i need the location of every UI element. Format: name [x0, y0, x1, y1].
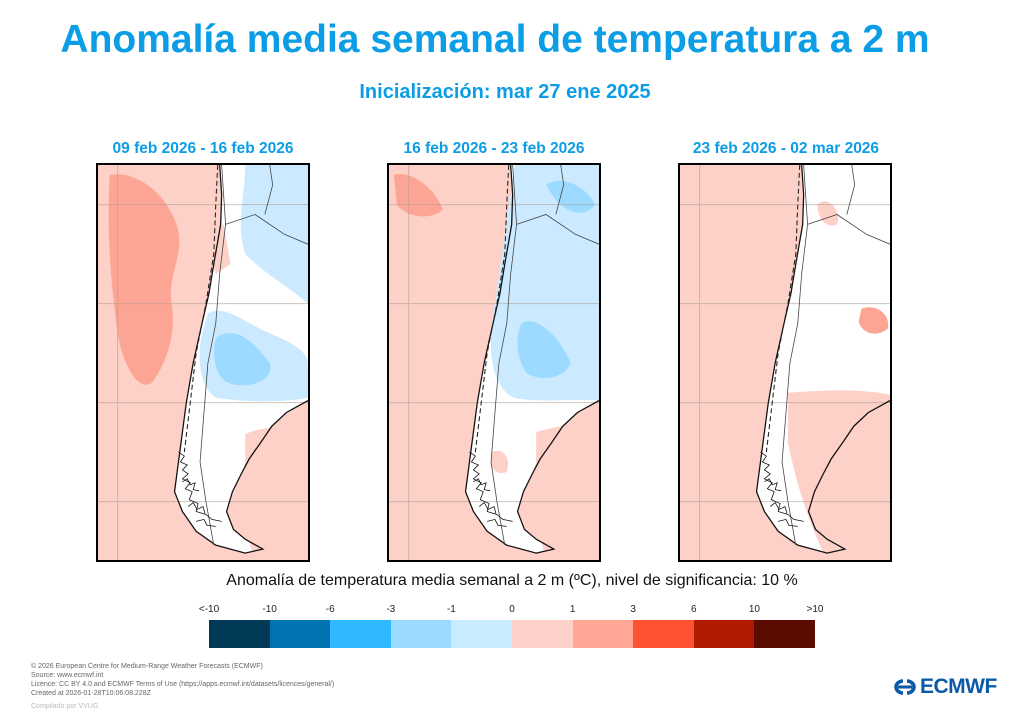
map-panel-1 — [96, 163, 310, 562]
ecmwf-logo-text: ECMWF — [920, 675, 997, 698]
colorbar-tick-label: 1 — [569, 604, 576, 615]
colorbar-tick-label: -1 — [446, 604, 456, 615]
colorbar-tick-label: >10 — [806, 604, 824, 615]
colorbar-tick-label: 10 — [748, 604, 760, 615]
panel-title-2: 16 feb 2026 - 23 feb 2026 — [403, 140, 585, 157]
colorbar-swatch — [330, 620, 392, 648]
colorbar-caption: Anomalía de temperatura media semanal a … — [226, 572, 798, 589]
panel-title-3: 23 feb 2026 - 02 mar 2026 — [692, 140, 880, 157]
colorbar-swatch — [269, 620, 331, 648]
footer-source: Source: www.ecmwf.int — [31, 672, 104, 679]
footer-copyright: © 2026 European Centre for Medium-Range … — [31, 663, 263, 670]
colorbar-tick-label: -10 — [262, 604, 277, 615]
colorbar-tick-label: 6 — [691, 604, 697, 615]
map-panel-3 — [678, 163, 892, 562]
colorbar-swatch — [572, 620, 634, 648]
ecmwf-logo-icon — [894, 679, 916, 695]
colorbar-swatch — [209, 620, 271, 648]
compiled-by: Compilado por VVUG — [31, 703, 99, 710]
colorbar-swatch — [633, 620, 695, 648]
colorbar-tick-label: 0 — [509, 604, 515, 615]
colorbar-swatch — [693, 620, 755, 648]
page-title: Anomalía media semanal de temperatura a … — [60, 18, 930, 61]
colorbar-tick-label: -3 — [386, 604, 396, 615]
colorbar-swatch — [754, 620, 816, 648]
panel-title-1: 09 feb 2026 - 16 feb 2026 — [112, 140, 294, 157]
colorbar: <-10 -10 -6 -3 -1 0 1 3 6 10 >10 — [199, 604, 823, 650]
colorbar-swatch — [390, 620, 452, 648]
footer-licence: Licence: CC BY 4.0 and ECMWF Terms of Us… — [31, 681, 335, 688]
footer-created: Created at 2026-01-28T10:06:08.228Z — [31, 690, 151, 697]
footer-credits: © 2026 European Centre for Medium-Range … — [31, 662, 334, 698]
colorbar-swatch — [451, 620, 513, 648]
colorbar-swatch — [512, 620, 574, 648]
colorbar-tick-label: -6 — [325, 604, 335, 615]
colorbar-tick-label: <-10 — [198, 604, 220, 615]
initialization-subtitle: Inicialización: mar 27 ene 2025 — [359, 81, 651, 103]
map-panel-2 — [387, 163, 601, 562]
colorbar-tick-label: 3 — [630, 604, 636, 615]
ecmwf-logo: ECMWF — [892, 675, 997, 699]
